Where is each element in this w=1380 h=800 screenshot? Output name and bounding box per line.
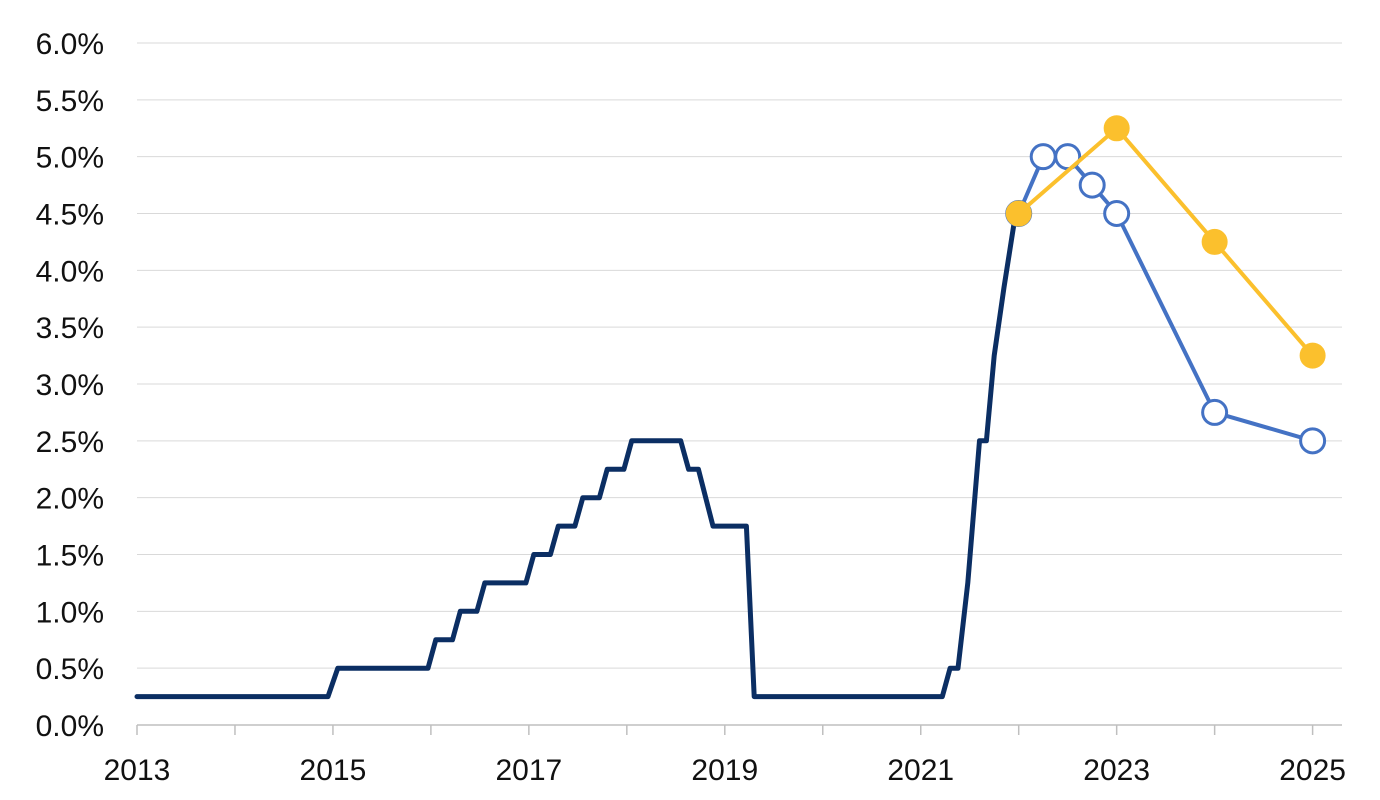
- x-tick-label: 2025: [1279, 754, 1346, 787]
- y-tick-label: 0.0%: [36, 710, 104, 743]
- y-tick-label: 1.0%: [36, 596, 104, 629]
- series-2-point: [1029, 143, 1057, 171]
- series-2-point: [1201, 398, 1229, 426]
- series-3-point: [1299, 342, 1326, 369]
- x-tick-label: 2019: [691, 754, 758, 787]
- y-tick-label: 5.0%: [36, 142, 104, 175]
- y-tick-label: 0.5%: [36, 653, 104, 686]
- y-tick-label: 1.5%: [36, 540, 104, 573]
- series-2-line: [1016, 154, 1315, 443]
- y-tick-label: 3.0%: [36, 369, 104, 402]
- y-tick-label: 3.5%: [36, 312, 104, 345]
- y-tick-label: 6.0%: [36, 28, 104, 61]
- series: [134, 115, 1327, 700]
- axes: 0.0% 0.5% 1.0% 1.5% 2.0% 2.5% 3.0% 3.5% 4.0% 4.5%…: [36, 28, 1346, 787]
- x-tick-label: 2015: [300, 754, 367, 787]
- series-3-line: [1016, 126, 1315, 358]
- x-tick-label: 2013: [104, 754, 171, 787]
- y-tick-label: 2.5%: [36, 426, 104, 459]
- y-tick-label: 4.0%: [36, 255, 104, 288]
- x-tick-label: 2017: [495, 754, 562, 787]
- y-tick-label: 4.5%: [36, 199, 104, 232]
- series-3-point: [1201, 228, 1228, 255]
- series-3-point: [1103, 115, 1130, 142]
- x-tick-label: 2021: [887, 754, 954, 787]
- series-2-point: [1299, 427, 1327, 455]
- x-tick-label: 2023: [1083, 754, 1150, 787]
- series-1-line: [134, 211, 1022, 700]
- y-tick-label: 2.0%: [36, 483, 104, 516]
- series-2-point: [1103, 200, 1131, 227]
- y-tick-label: 5.5%: [36, 85, 104, 118]
- series-2-point: [1078, 171, 1106, 199]
- series-3-point: [1005, 200, 1032, 227]
- gridlines: [137, 42, 1342, 669]
